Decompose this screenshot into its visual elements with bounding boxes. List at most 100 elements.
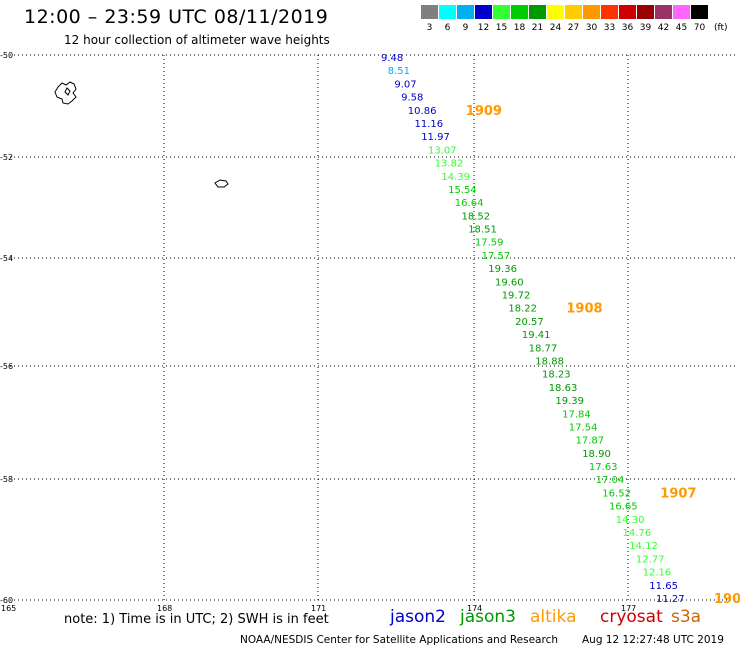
wave-height-value: 18.22 [508,304,537,315]
satellite-label-s3a: s3a [671,607,702,627]
legend-swatch-label: 24 [549,23,562,33]
legend-swatch [691,5,708,19]
legend-swatch-label: 3 [426,23,433,33]
lat-tick-label: -60 [0,596,13,605]
lon-tick-label: 171 [311,604,326,613]
wave-height-value: 18.63 [549,383,578,394]
satellite-label-jason3: jason3 [460,607,516,627]
lon-tick-label: 177 [621,604,636,613]
wave-height-value: 18.51 [468,225,497,236]
page-subtitle: 12 hour collection of altimeter wave hei… [64,33,330,47]
wave-height-value: 9.07 [394,79,416,90]
footer-note: note: 1) Time is in UTC; 2) SWH is in fe… [64,612,329,627]
wave-height-value: 17.04 [596,475,625,486]
footer-credit: NOAA/NESDIS Center for Satellite Applica… [240,634,558,646]
legend-swatch [493,5,510,19]
hour-label: 1906 [714,592,740,607]
legend-swatch [601,5,618,19]
lat-tick-label: -58 [0,475,13,484]
wave-height-value: 14.39 [441,172,470,183]
lon-tick-label: 174 [467,604,482,613]
wave-height-value: 19.36 [488,264,517,275]
wave-height-value: 17.59 [475,238,504,249]
satellite-label-jason2: jason2 [390,607,446,627]
wave-height-value: 20.57 [515,317,544,328]
legend-swatch-label: 6 [444,23,451,33]
wave-height-value: 12.77 [636,554,665,565]
wave-height-value: 18.23 [542,370,571,381]
wave-height-value: 19.60 [495,277,524,288]
lon-tick-label: 168 [157,604,172,613]
legend-swatch [547,5,564,19]
wave-height-value: 17.57 [482,251,511,262]
wave-height-value: 16.65 [609,502,638,513]
legend-swatch-label: 9 [462,23,469,33]
legend-swatch-label: 45 [675,23,688,33]
legend-swatch [511,5,528,19]
legend-unit: (ft) [714,23,728,33]
wave-height-value: 9.48 [381,53,403,64]
legend-swatch-label: 36 [621,23,634,33]
wave-height-value: 16.64 [455,198,484,209]
wave-height-value: 17.63 [589,462,618,473]
wave-height-value: 13.07 [428,145,457,156]
satellite-label-cryosat: cryosat [600,607,663,627]
wave-height-value: 17.84 [562,409,591,420]
legend-swatch-label: 39 [639,23,652,33]
legend-swatch-label: 27 [567,23,580,33]
map-islands [54,81,229,188]
wave-height-value: 18.52 [462,211,491,222]
track-hour-labels: 1909 1908 1907 1906 [466,104,740,607]
lat-tick-label: -56 [0,362,13,371]
legend-swatch [565,5,582,19]
wave-height-value: 19.41 [522,330,551,341]
lat-tick-label: -52 [0,153,13,162]
track-values: 9.48 8.51 9.07 9.58 10.86 11.16 11.97 13.07 13.8… [381,53,685,605]
legend-swatch [421,5,438,19]
page-title: 12:00 – 23:59 UTC 08/11/2019 [24,6,329,28]
legend-swatch [475,5,492,19]
legend-swatch-label: 70 [693,23,706,33]
wave-height-value: 11.27 [656,594,685,605]
legend-swatch-label: 21 [531,23,544,33]
legend-swatch [457,5,474,19]
wave-height-value: 15.54 [448,185,477,196]
lon-tick-label: 165 [1,604,16,613]
wave-height-value: 11.97 [421,132,450,143]
wave-height-value: 17.87 [576,436,605,447]
legend-swatch [529,5,546,19]
legend-swatch-label: 30 [585,23,598,33]
wave-height-value: 14.12 [629,541,658,552]
hour-label: 1908 [566,302,602,317]
legend-swatch-label: 42 [657,23,670,33]
satellite-label-altika: altika [530,607,577,627]
legend-swatch [655,5,672,19]
hour-label: 1909 [466,104,502,119]
legend-swatch-label: 15 [495,23,508,33]
lat-tick-label: -54 [0,254,13,263]
legend-swatch [673,5,690,19]
wave-height-value: 19.39 [555,396,584,407]
legend-swatch-label: 12 [477,23,490,33]
legend-swatch [619,5,636,19]
wave-height-value: 11.65 [649,581,678,592]
wave-height-value: 16.52 [602,488,631,499]
wave-height-value: 18.88 [535,357,564,368]
wave-height-value: 9.58 [401,93,423,104]
wave-height-value: 14.30 [616,515,645,526]
legend-swatch [439,5,456,19]
hour-label: 1907 [660,486,696,501]
wave-height-value: 17.54 [569,423,598,434]
footer-timestamp: Aug 12 12:27:48 UTC 2019 [582,634,724,646]
wave-height-value: 19.72 [502,291,531,302]
wave-height-value: 12.16 [643,568,672,579]
auckland-islands [54,81,77,105]
lat-tick-label: -50 [0,51,13,60]
wave-height-value: 11.16 [415,119,444,130]
wave-height-value: 14.76 [623,528,652,539]
legend-swatch-label: 18 [513,23,526,33]
legend-swatch-label: 33 [603,23,616,33]
